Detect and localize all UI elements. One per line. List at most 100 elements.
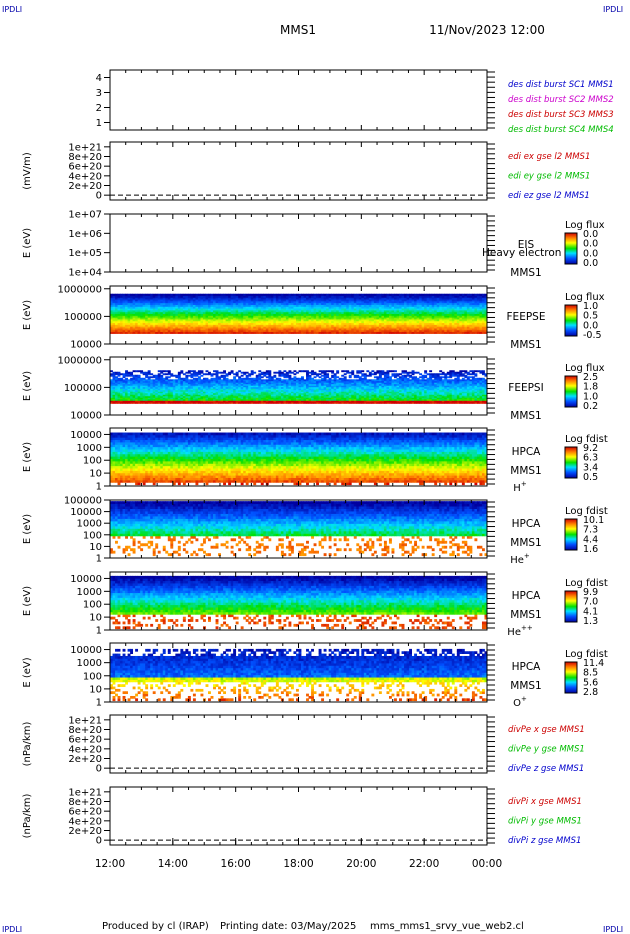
spectrogram-cell (170, 311, 174, 315)
spectrogram-cell (192, 306, 196, 309)
spectrogram-cell (285, 329, 289, 333)
spectrogram-cell (368, 293, 372, 296)
spectrogram-cell (127, 300, 131, 304)
spectrogram-cell (265, 376, 269, 379)
y-axis-label: E (eV) (22, 228, 33, 258)
spectrogram-cell (223, 297, 227, 300)
spectrogram-cell (167, 308, 171, 311)
spectrogram-cell (170, 328, 174, 331)
spectrogram-cell (125, 300, 128, 304)
spectrogram-p5 (110, 370, 488, 404)
spectrogram-cell (258, 370, 262, 373)
spectrogram-cell (170, 315, 174, 318)
spectrogram-cell (132, 328, 136, 331)
spectrogram-cell (285, 320, 289, 324)
spectrogram-cell (162, 304, 166, 307)
spectrogram-cell (275, 297, 279, 300)
spectrogram-cell (273, 306, 277, 309)
spectrogram-cell (167, 320, 171, 324)
spectrogram-cell (180, 326, 184, 329)
spectrogram-cell (200, 293, 204, 296)
spectrogram-cell (243, 315, 247, 318)
spectrogram-cell (255, 315, 259, 318)
spectrogram-cell (157, 329, 161, 333)
spectrogram-cell (192, 320, 196, 324)
y-axis-label: (mV/m) (22, 152, 33, 190)
spectrogram-cell (409, 293, 412, 296)
spectrogram-cell (220, 322, 224, 325)
spectrogram-cell (258, 329, 262, 333)
spectrogram-cell (253, 310, 257, 313)
spectrogram-cell (172, 293, 176, 296)
spectrogram-cell (290, 324, 294, 327)
spectrogram-cell (378, 293, 382, 296)
spectrogram-cell (283, 320, 287, 324)
spectrogram-cell (127, 319, 131, 322)
spectrogram-cell (238, 320, 242, 324)
spectrogram-cell (177, 306, 181, 309)
spectrogram-cell (218, 320, 221, 324)
spectrogram-cell (190, 320, 194, 324)
spectrogram-cell (145, 322, 149, 325)
spectrogram-cell (175, 300, 179, 304)
spectrogram-cell (180, 328, 184, 331)
spectrogram-cell (202, 331, 206, 334)
spectrogram-cell (130, 310, 134, 313)
spectrogram-cell (208, 297, 211, 300)
spectrogram-cell (208, 310, 211, 313)
spectrogram-cell (160, 295, 164, 298)
spectrogram-cell (268, 297, 272, 300)
spectrogram-cell (125, 324, 128, 327)
spectrogram-cell (285, 297, 289, 300)
spectrogram-cell (273, 319, 277, 322)
spectrogram-cell (120, 293, 123, 296)
spectrogram-cell (165, 329, 169, 333)
spectrogram-cell (248, 317, 252, 320)
spectrogram-cell (117, 319, 121, 322)
spectrogram-cell (208, 328, 211, 331)
spectrogram-cell (112, 328, 116, 331)
spectrogram-cell (283, 313, 287, 316)
spectrogram-cell (243, 377, 247, 380)
spectrogram-cell (253, 329, 257, 333)
spectrogram-cell (160, 313, 164, 316)
spectrogram-cell (117, 377, 121, 380)
spectrogram-cell (195, 304, 199, 307)
y-tick-label: 3 (96, 88, 102, 99)
spectrogram-cell (270, 308, 274, 311)
spectrogram-cell (120, 317, 123, 320)
spectrogram-cell (260, 295, 264, 298)
spectrogram-cell (152, 374, 156, 377)
spectrogram-cell (233, 311, 237, 315)
spectrogram-cell (223, 295, 227, 298)
spectrogram-cell (263, 331, 267, 334)
spectrogram-cell (152, 295, 156, 298)
spectrogram-cell (117, 293, 121, 296)
spectrogram-cell (165, 322, 169, 325)
spectrogram-cell (288, 300, 292, 304)
spectrogram-cell (197, 293, 201, 296)
spectrogram-cell (152, 319, 156, 322)
spectrogram-cell (248, 320, 252, 324)
spectrogram-cell (142, 371, 146, 374)
spectrogram-cell (346, 293, 350, 296)
spectrogram-cell (195, 324, 199, 327)
spectrogram-cell (210, 306, 214, 309)
spectrogram-cell (248, 306, 252, 309)
spectrogram-cell (122, 379, 126, 382)
spectrogram-cell (255, 324, 259, 327)
spectrogram-cell (223, 308, 227, 311)
spectrogram-cell (140, 300, 144, 304)
spectrogram-cell (275, 310, 279, 313)
spectrogram-cell (230, 304, 234, 307)
spectrogram-cell (230, 308, 234, 311)
spectrogram-cell (394, 293, 397, 296)
spectrogram-cell (250, 300, 254, 304)
spectrogram-cell (165, 376, 169, 379)
spectrogram-cell (293, 324, 297, 327)
spectrogram-cell (185, 302, 189, 305)
spectrogram-cell (308, 293, 312, 296)
spectrogram-cell (142, 313, 146, 316)
spectrogram-cell (278, 328, 282, 331)
spectrogram-cell (192, 319, 196, 322)
